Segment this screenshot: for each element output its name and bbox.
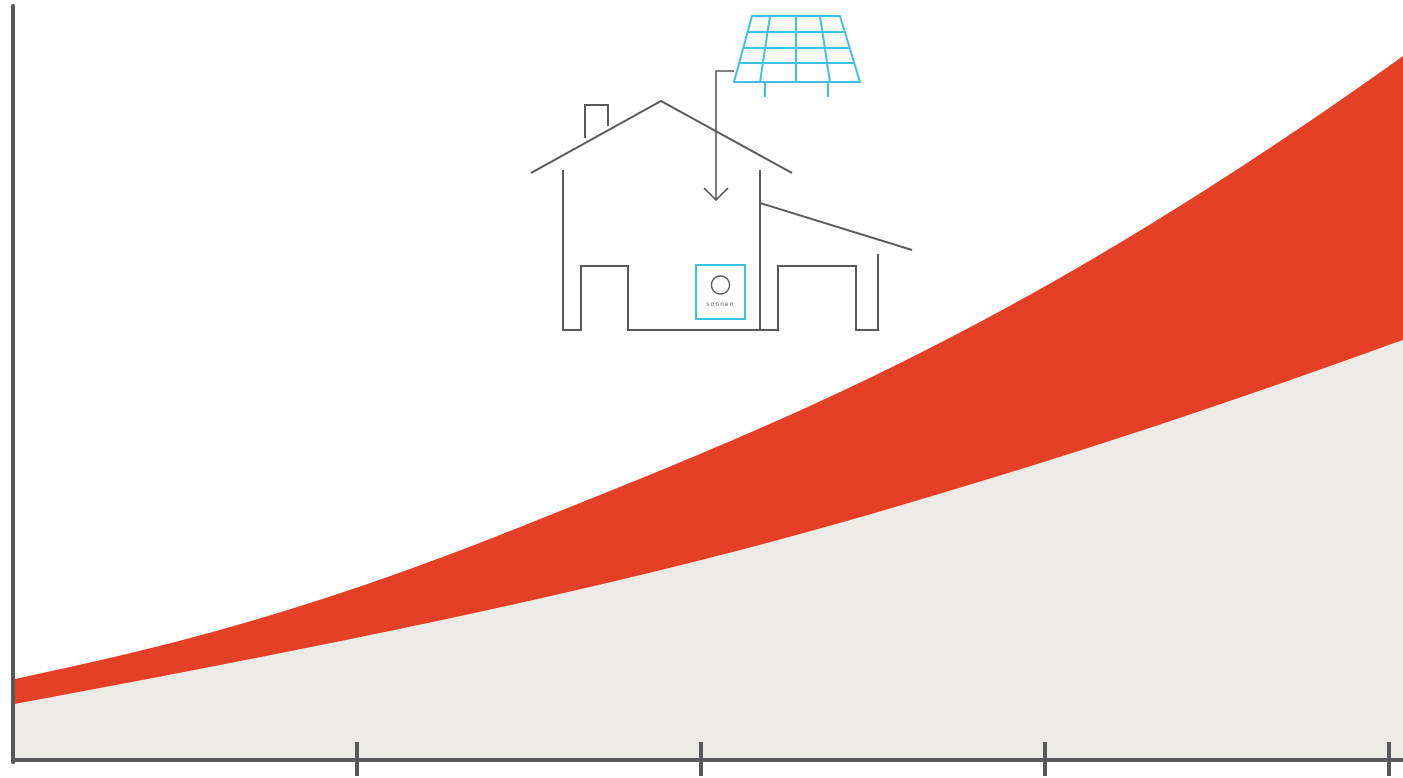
solar-panel-icon	[732, 15, 862, 97]
house-icon	[530, 99, 913, 331]
arrow-down-icon	[703, 70, 734, 202]
battery-brand-label: sonnen	[706, 302, 735, 308]
battery-logo-icon	[710, 275, 731, 295]
upper-area-band	[15, 56, 1403, 704]
lower-area-band	[15, 340, 1403, 760]
battery-icon: sonnen	[695, 264, 746, 320]
